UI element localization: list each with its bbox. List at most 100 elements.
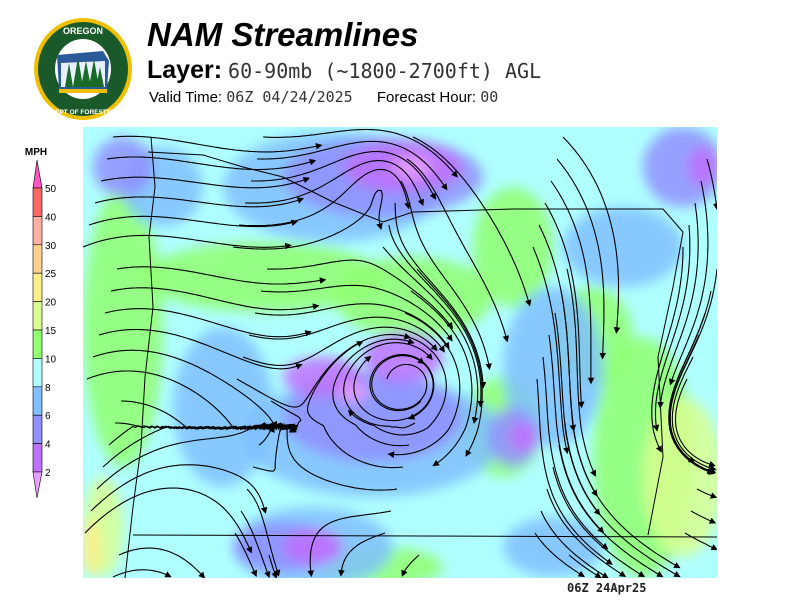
- legend-unit: MPH: [25, 147, 47, 158]
- wind-speed-area: [93, 137, 153, 197]
- legend-tick: 2: [45, 468, 51, 479]
- streamline: [546, 488, 627, 577]
- streamline: [234, 532, 257, 578]
- streamline: [104, 308, 312, 338]
- streamline: [90, 464, 268, 514]
- legend-tick: 8: [45, 383, 51, 394]
- streamline: [94, 196, 305, 208]
- streamline: [410, 290, 473, 467]
- streamline: [266, 259, 454, 330]
- streamline: [260, 284, 453, 342]
- legend-tick: 6: [45, 411, 51, 422]
- streamline: [532, 246, 570, 455]
- legend-swatch: [32, 386, 43, 416]
- oregon-department-of-forestry-logo: OREGON DEPT OF FORESTRY: [34, 18, 132, 120]
- streamline: [401, 554, 420, 577]
- legend-tick: 50: [45, 184, 57, 195]
- legend-tick: 4: [45, 440, 51, 451]
- streamline: [343, 342, 433, 429]
- streamline: [382, 246, 479, 424]
- wind-speed-area: [83, 187, 163, 467]
- streamline: [118, 547, 206, 578]
- legend-swatch: [32, 443, 43, 473]
- streamline: [286, 423, 398, 491]
- streamline: [112, 569, 172, 578]
- legend-swatch: [32, 216, 43, 246]
- streamline: [562, 136, 621, 334]
- streamline: [96, 424, 275, 490]
- forecast-hour-label: Forecast Hour:: [376, 89, 477, 106]
- wind-speed-area: [173, 327, 273, 487]
- streamline: [371, 355, 428, 410]
- streamline: [542, 356, 609, 550]
- streamline: [550, 180, 595, 385]
- legend-swatch: [32, 301, 43, 331]
- legend-tick: 30: [45, 241, 57, 252]
- streamline: [412, 136, 532, 307]
- streamline: [240, 510, 271, 578]
- streamline: [112, 135, 323, 153]
- streamline: [248, 316, 445, 353]
- streamline: [548, 334, 605, 534]
- streamline: [106, 156, 317, 171]
- streamline: [257, 140, 448, 191]
- streamline: [406, 158, 510, 343]
- legend-swatch: [32, 272, 43, 302]
- streamline: [668, 180, 709, 386]
- streamline: [110, 287, 320, 311]
- streamline: [706, 158, 717, 211]
- streamline: [566, 268, 596, 477]
- streamline: [652, 224, 691, 432]
- streamline: [244, 160, 424, 207]
- streamline: [651, 247, 684, 453]
- page-title: NAM Streamlines: [147, 16, 419, 53]
- streamline: [696, 488, 717, 499]
- streamline: [92, 349, 278, 431]
- wind-speed-area: [643, 127, 717, 207]
- streamline: [100, 176, 311, 189]
- layer-label: Layer:: [147, 56, 223, 84]
- streamline: [242, 326, 438, 366]
- legend-swatch: [32, 244, 43, 274]
- wind-speed-area: [508, 422, 538, 452]
- valid-time-info: Valid Time: 06Z 04/24/2025 Forecast Hour…: [149, 88, 498, 106]
- streamline: [369, 354, 435, 420]
- streamline: [236, 332, 411, 408]
- streamline: [388, 224, 484, 408]
- streamline: [671, 356, 717, 472]
- streamline: [540, 510, 609, 578]
- streamline: [307, 510, 392, 578]
- streamline: [552, 466, 646, 578]
- legend-tick: 15: [45, 326, 57, 337]
- streamline: [88, 215, 299, 228]
- streamline: [534, 532, 585, 578]
- legend-arrow-top: [32, 159, 43, 189]
- state-border-wa-or: [147, 151, 684, 233]
- streamline: [84, 487, 253, 554]
- legend-tick: 40: [45, 212, 57, 223]
- streamline: [556, 158, 606, 360]
- state-border-or-id: [647, 231, 684, 536]
- forecast-hour-value: 00: [480, 88, 499, 106]
- legend-swatch: [32, 329, 43, 359]
- layer-value: 60-90mb (~1800-2700ft) AGL: [228, 59, 542, 83]
- legend-swatch: [32, 187, 43, 217]
- wind-speed-area: [143, 242, 383, 312]
- legend-swatch: [32, 414, 43, 444]
- streamline: [246, 488, 281, 577]
- streamline: [544, 202, 585, 409]
- streamline: [669, 334, 717, 474]
- streamline: [416, 268, 483, 457]
- legend-arrow-bottom: [32, 471, 43, 499]
- timestamp-label: 06Z 24Apr25: [567, 581, 647, 595]
- streamline: [674, 378, 716, 468]
- legend-swatch: [32, 358, 43, 388]
- streamline: [353, 354, 434, 422]
- wind-speed-area: [503, 517, 603, 577]
- streamline: [568, 554, 602, 578]
- wind-speed-area: [83, 517, 101, 577]
- streamline: [98, 328, 303, 370]
- valid-time-value: 06Z 04/24/2025: [226, 88, 353, 106]
- color-legend: MPH 50 40 30 25 20 15 10 8 6 4 2: [25, 147, 57, 499]
- streamline: [400, 180, 492, 371]
